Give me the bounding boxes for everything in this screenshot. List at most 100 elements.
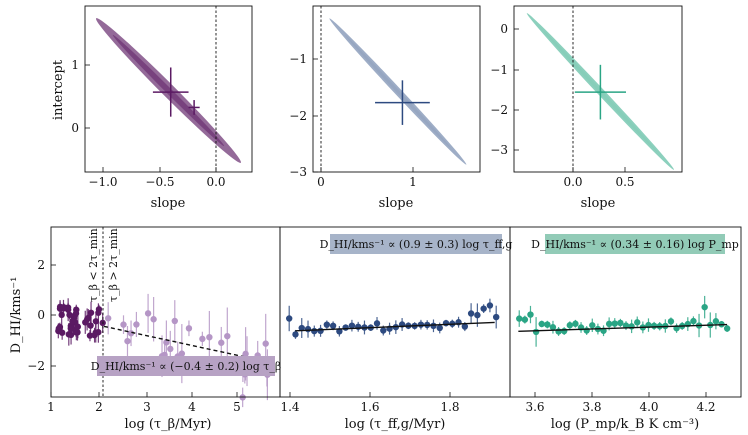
tick-label: 0.5 [615,175,634,189]
data-point [667,318,675,325]
data-point [701,303,708,311]
tick-label: 4.0 [639,400,658,414]
data-point [628,323,635,330]
data-point [617,319,624,327]
data-point [199,335,206,343]
data-point [206,333,213,341]
tick-label: −2 [289,109,307,123]
data-point [486,302,494,309]
top-panel-3: 0.0 0.5 0 −1 −2 −3 slope [490,5,683,211]
data-point [66,311,73,319]
data-point [218,339,225,346]
data-point [178,350,186,357]
data-point [120,321,127,328]
vline-label-right: τ_β > 2τ_min [107,228,120,302]
data-point [60,305,67,312]
tick-label: 5 [233,400,241,414]
top-panel-1: −1.0 −0.5 0.0 0 1 slope intercept [51,5,253,211]
tick-label: 3.8 [582,400,601,414]
data-point [538,320,545,328]
data-point [286,315,293,322]
data-point [589,322,596,329]
data-point [605,320,613,328]
bottom-panel-3: D_HI/kms⁻¹ ∝ (0.34 ± 0.16) log P_mp 3.6 … [509,226,742,432]
tick-label: 1 [47,400,55,414]
tick-label: 1 [71,58,79,72]
tick-label: 0 [317,175,325,189]
data-point [87,322,94,329]
tick-label: −1 [289,52,307,66]
data-point [430,322,437,330]
data-point [92,318,100,325]
data-point [323,321,331,328]
data-point [348,322,356,329]
data-point [104,315,112,322]
x-axis-label-6: log (P_mp/k_B K cm⁻³) [551,417,699,432]
data-point [144,310,152,317]
tick-label: −3 [490,143,508,157]
data-point [298,324,305,332]
data-point [467,310,475,317]
data-point [560,327,568,335]
tick-label: 0.0 [206,175,225,189]
data-point [87,309,95,316]
tick-label: −0.5 [145,175,174,189]
data-point [493,313,500,321]
data-point [95,309,102,316]
bottom-panel-1: τ_β < 2τ_min τ_β > 2τ_min D_HI/kms⁻¹ ∝ (… [9,226,281,432]
axes-frame-1 [84,5,253,173]
annotation-box-2 [330,234,502,254]
axes-frame-2 [312,5,481,173]
data-point [555,328,562,335]
data-point [549,324,557,331]
annotation-2: D_HI/kms⁻¹ ∝ (0.9 ± 0.3) log τ_ff,g [320,238,513,251]
data-point [224,332,231,340]
axes-frame-6 [509,226,742,398]
tick-label: 2 [95,400,103,414]
data-point [127,330,135,337]
annotation-3: D_HI/kms⁻¹ ∝ (0.34 ± 0.16) log P_mp [531,238,739,251]
data-point [634,319,641,326]
data-point [516,315,523,322]
tick-label: −3 [289,165,307,179]
tick-label: 1.4 [280,400,299,414]
posterior-ellipse-inner [345,35,451,148]
x-axis-label-3: slope [581,196,616,211]
data-point [461,323,469,330]
data-point [723,325,731,332]
data-point [566,322,574,329]
data-point [86,332,94,339]
data-point [355,323,362,330]
data-point [317,327,324,335]
data-point [712,318,720,325]
data-point [262,340,269,347]
fit-line [518,323,728,333]
data-point [167,345,174,353]
tick-label: −1 [490,63,508,77]
data-point [342,324,349,331]
data-point [133,321,140,328]
data-point [69,318,76,325]
tick-label: −2 [490,103,508,117]
data-point [417,321,425,328]
data-point [527,311,534,318]
data-point [85,314,92,322]
annotation-1: D_HI/kms⁻¹ ∝ (−0.4 ± 0.2) log τ_β [91,360,281,373]
data-point [532,328,540,336]
data-point [650,322,658,330]
data-point [521,316,529,323]
y-axis-label-1: intercept [51,59,66,120]
top-panel-2: 0 1 −1 −2 −3 slope [289,5,481,211]
data-point [544,321,551,328]
bottom-panel-2: D_HI/kms⁻¹ ∝ (0.9 ± 0.3) log τ_ff,g 1.4 … [279,226,513,432]
data-point [67,331,75,339]
data-point [583,327,590,334]
x-axis-label-5: log (τ_ff,g/Myr) [345,417,446,432]
data-point [329,322,337,329]
x-axis-label-1: slope [151,196,186,211]
tick-label: 0.0 [563,175,582,189]
tick-label: 4 [188,400,196,414]
tick-label: 1.6 [360,400,379,414]
y-axis-label-4: D_HI/kms⁻¹ [9,277,24,354]
fit-line [295,321,495,332]
